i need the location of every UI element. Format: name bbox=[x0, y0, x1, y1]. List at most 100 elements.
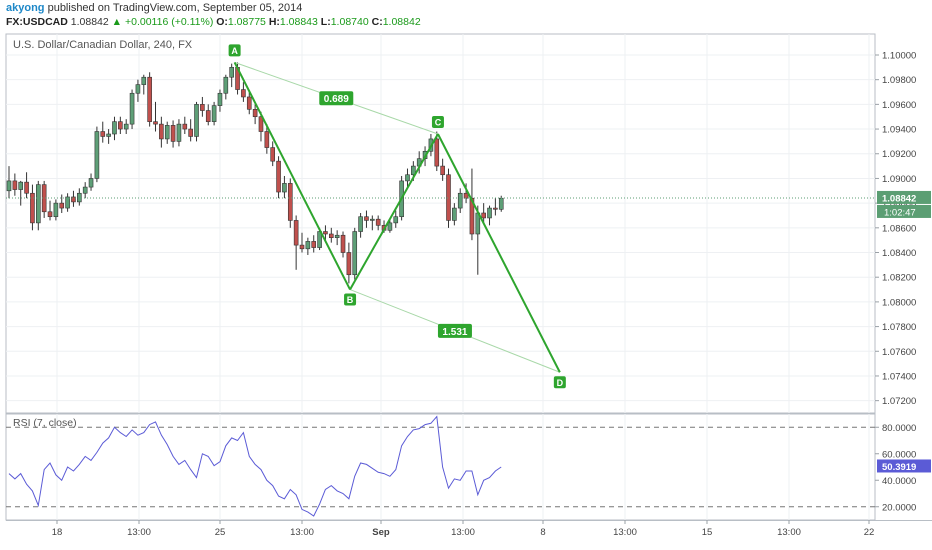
bullish-candle[interactable] bbox=[387, 222, 393, 231]
time-tick-label: 13:00 bbox=[613, 527, 637, 538]
bearish-candle[interactable] bbox=[328, 233, 334, 238]
bullish-candle[interactable] bbox=[211, 105, 217, 122]
bullish-candle[interactable] bbox=[123, 123, 129, 130]
bearish-candle[interactable] bbox=[12, 180, 18, 190]
bearish-candle[interactable] bbox=[346, 252, 352, 276]
bullish-candle[interactable] bbox=[358, 216, 363, 232]
pattern-point-badge[interactable] bbox=[431, 115, 444, 128]
chart-header: akyong published on TradingView.com, Sep… bbox=[0, 0, 932, 30]
bearish-candle[interactable] bbox=[188, 128, 193, 137]
bullish-candle[interactable] bbox=[405, 174, 410, 182]
bearish-candle[interactable] bbox=[270, 147, 276, 162]
bullish-candle[interactable] bbox=[94, 131, 100, 179]
time-tick-label: 13:00 bbox=[777, 527, 801, 538]
bullish-candle[interactable] bbox=[141, 76, 147, 85]
bearish-candle[interactable] bbox=[440, 165, 445, 176]
bearish-candle[interactable] bbox=[463, 192, 469, 199]
bearish-candle[interactable] bbox=[159, 123, 164, 140]
bullish-candle[interactable] bbox=[6, 180, 12, 192]
bearish-candle[interactable] bbox=[434, 138, 440, 167]
bullish-candle[interactable] bbox=[498, 197, 504, 210]
bullish-candle[interactable] bbox=[411, 165, 416, 176]
bearish-candle[interactable] bbox=[293, 220, 299, 246]
bullish-candle[interactable] bbox=[334, 234, 340, 238]
bearish-candle[interactable] bbox=[481, 212, 486, 219]
bearish-candle[interactable] bbox=[299, 244, 305, 250]
bearish-candle[interactable] bbox=[24, 181, 29, 194]
bearish-candle[interactable] bbox=[153, 121, 158, 125]
bearish-candle[interactable] bbox=[252, 109, 258, 118]
bearish-candle[interactable] bbox=[147, 76, 152, 122]
bearish-candle[interactable] bbox=[59, 202, 65, 209]
chart-canvas[interactable]: 1.10000 1.09800 1.09600 1.09400 1.09200 1.090… bbox=[0, 30, 932, 550]
bearish-candle[interactable] bbox=[375, 218, 381, 226]
bullish-candle[interactable] bbox=[194, 104, 199, 137]
open-value: 1.08775 bbox=[227, 16, 266, 28]
pattern-point-badge[interactable] bbox=[344, 293, 357, 306]
bullish-candle[interactable] bbox=[452, 207, 457, 221]
pattern-point-badge[interactable] bbox=[553, 376, 566, 389]
bearish-candle[interactable] bbox=[340, 234, 346, 253]
bullish-candle[interactable] bbox=[305, 241, 311, 250]
bearish-candle[interactable] bbox=[311, 241, 317, 248]
bearish-candle[interactable] bbox=[323, 231, 328, 235]
bearish-candle[interactable] bbox=[241, 89, 246, 98]
bullish-candle[interactable] bbox=[176, 123, 182, 142]
time-tick-label: 25 bbox=[215, 527, 226, 538]
bullish-candle[interactable] bbox=[217, 92, 223, 106]
bullish-candle[interactable] bbox=[487, 207, 492, 219]
bearish-candle[interactable] bbox=[118, 121, 123, 130]
bullish-candle[interactable] bbox=[82, 186, 88, 194]
bearish-candle[interactable] bbox=[30, 192, 35, 224]
time-tick-label: 13:00 bbox=[290, 527, 314, 538]
bearish-candle[interactable] bbox=[71, 196, 76, 203]
price-tick-label: 1.09000 bbox=[882, 174, 916, 185]
bullish-candle[interactable] bbox=[229, 67, 234, 78]
pattern-point-badge[interactable] bbox=[228, 44, 241, 57]
bullish-candle[interactable] bbox=[112, 121, 117, 135]
pattern-point-label: C bbox=[435, 117, 442, 127]
bullish-candle[interactable] bbox=[457, 192, 463, 209]
bullish-candle[interactable] bbox=[352, 231, 358, 276]
bullish-candle[interactable] bbox=[18, 181, 24, 190]
bearish-candle[interactable] bbox=[276, 160, 281, 193]
bullish-candle[interactable] bbox=[53, 202, 59, 218]
bullish-candle[interactable] bbox=[393, 216, 399, 224]
author-link[interactable]: akyong bbox=[6, 2, 45, 14]
bearish-candle[interactable] bbox=[200, 104, 205, 111]
high-value: 1.08843 bbox=[279, 16, 318, 28]
bullish-candle[interactable] bbox=[77, 192, 82, 203]
bearish-candle[interactable] bbox=[47, 211, 53, 218]
bullish-candle[interactable] bbox=[282, 183, 287, 193]
bearish-candle[interactable] bbox=[100, 131, 106, 137]
bullish-candle[interactable] bbox=[106, 133, 111, 137]
bullish-candle[interactable] bbox=[223, 76, 229, 94]
time-tick-label: Sep bbox=[372, 527, 390, 538]
price-tick-label: 1.09600 bbox=[882, 100, 916, 111]
bullish-candle[interactable] bbox=[65, 196, 70, 209]
bullish-candle[interactable] bbox=[129, 92, 135, 125]
bearish-candle[interactable] bbox=[170, 125, 176, 142]
bearish-candle[interactable] bbox=[205, 110, 211, 122]
price-tick-label: 1.08000 bbox=[882, 297, 916, 308]
price-tick-label: 1.07400 bbox=[882, 371, 916, 382]
bullish-candle[interactable] bbox=[35, 184, 41, 224]
ratio-label: 1.531 bbox=[442, 327, 467, 338]
bearish-candle[interactable] bbox=[182, 123, 188, 130]
price-tick-label: 1.07800 bbox=[882, 322, 916, 333]
bearish-candle[interactable] bbox=[287, 183, 293, 221]
bearish-candle[interactable] bbox=[364, 216, 369, 221]
bullish-candle[interactable] bbox=[135, 84, 141, 94]
pattern-leg bbox=[437, 133, 561, 373]
bullish-candle[interactable] bbox=[88, 178, 94, 188]
pattern-point-label: B bbox=[347, 295, 354, 305]
bearish-candle[interactable] bbox=[246, 96, 252, 110]
bullish-candle[interactable] bbox=[164, 125, 170, 140]
bearish-candle[interactable] bbox=[264, 131, 270, 148]
bullish-candle[interactable] bbox=[370, 218, 375, 221]
rsi-value-label: 50.3919 bbox=[882, 462, 916, 473]
bearish-candle[interactable] bbox=[258, 116, 264, 132]
abcd-pattern[interactable]: 0.689 1.531 A B C D bbox=[228, 44, 566, 389]
price-tick-label: 1.08400 bbox=[882, 248, 916, 259]
bearish-candle[interactable] bbox=[493, 207, 498, 210]
